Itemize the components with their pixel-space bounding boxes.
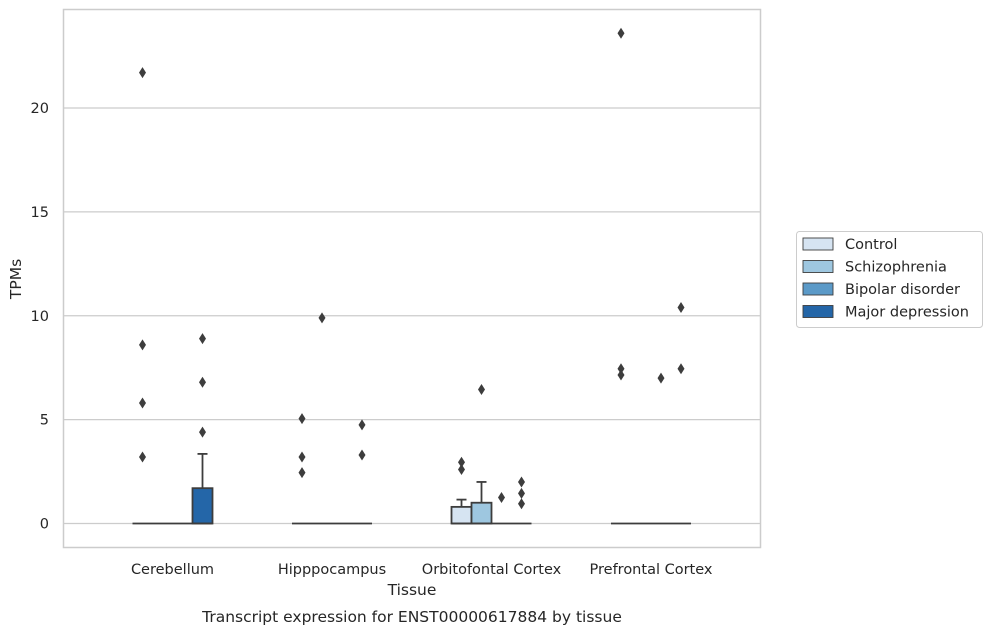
legend-frame [796, 231, 983, 328]
outlier-point [298, 451, 306, 463]
x-tick-label: Prefrontal Cortex [590, 562, 713, 578]
chart-title: Transcript expression for ENST0000061788… [201, 608, 622, 626]
box-group [651, 372, 671, 525]
outlier-point [199, 426, 206, 438]
outlier-point [498, 492, 505, 504]
box-group [491, 492, 512, 525]
gridlines [63, 107, 761, 525]
outlier-point [358, 449, 366, 461]
plot-area-frame [62, 8, 762, 549]
outlier-point [677, 363, 685, 375]
box-group [470, 384, 493, 525]
outlier-point [298, 467, 306, 479]
box-group [611, 27, 631, 525]
outlier-point [199, 333, 206, 345]
box-group [292, 413, 312, 525]
box-group [352, 419, 372, 525]
outlier-point [298, 413, 306, 425]
outlier-point [677, 301, 685, 313]
legend: Control Schizophrenia Bipolar disorder Majo… [796, 231, 983, 328]
box-group [511, 476, 532, 525]
y-tick-label: 10 [31, 309, 49, 325]
box-marks [132, 27, 691, 525]
outlier-point [139, 451, 146, 463]
outlier-point [139, 339, 146, 351]
legend-swatch [802, 282, 834, 296]
legend-label: Schizophrenia [845, 260, 947, 276]
box [450, 505, 473, 525]
box [470, 501, 493, 525]
y-tick-label: 20 [31, 101, 49, 117]
legend-swatch [802, 260, 834, 273]
box [191, 487, 214, 525]
box-group [132, 67, 153, 525]
legend-swatch [802, 237, 834, 251]
legend-label: Control [845, 237, 897, 253]
outlier-point [617, 369, 625, 381]
outlier-point [617, 363, 625, 375]
outlier-point [657, 372, 665, 384]
x-tick-label: Hipppocampus [278, 562, 386, 578]
box-group [450, 456, 473, 525]
legend-swatch [802, 305, 834, 318]
outlier-point [518, 498, 525, 510]
x-tick-label: Cerebellum [131, 562, 214, 578]
outlier-point [139, 67, 146, 79]
outlier-point [458, 456, 465, 468]
box-group [191, 333, 214, 525]
x-tick-label: Orbitofontal Cortex [422, 562, 562, 578]
outlier-point [458, 463, 465, 475]
outlier-point [518, 476, 525, 488]
outlier-point [139, 397, 146, 409]
outlier-point [617, 27, 625, 39]
outlier-point [318, 312, 326, 324]
legend-label: Major depression [845, 305, 969, 321]
y-tick-label: 5 [40, 413, 49, 429]
legend-label: Bipolar disorder [845, 282, 960, 298]
outlier-point [199, 376, 206, 388]
outlier-point [358, 419, 366, 431]
outlier-point [478, 384, 485, 396]
y-axis-label: TPMs [7, 259, 25, 300]
tick-labels: 0 5 10 15 20 Cerebellum Hipppocampus Orbitofont… [31, 101, 713, 578]
y-tick-label: 0 [40, 517, 49, 533]
x-axis-label: Tissue [387, 581, 437, 599]
box-group [671, 301, 691, 525]
y-tick-label: 15 [31, 205, 49, 221]
box-group [312, 312, 332, 525]
outlier-point [518, 487, 525, 499]
